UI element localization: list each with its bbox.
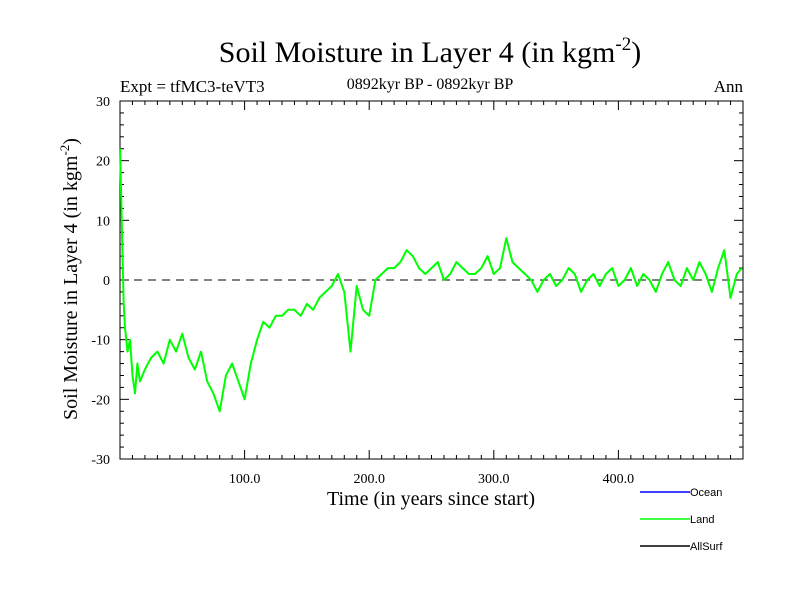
legend-label-ocean: Ocean [690, 487, 722, 499]
y-tick-label: -30 [91, 453, 110, 468]
x-tick-label: 200.0 [353, 472, 385, 487]
experiment-label: Expt = tfMC3-teVT3 [120, 77, 265, 96]
chart-title: Soil Moisture in Layer 4 (in kgm-2) [219, 34, 641, 69]
legend-label-land: Land [690, 514, 714, 526]
y-tick-label: -10 [91, 334, 110, 349]
x-tick-label: 100.0 [229, 472, 261, 487]
legend-label-allsurf: AllSurf [690, 541, 723, 553]
y-tick-label: 30 [96, 95, 110, 110]
series-line-land [119, 148, 743, 413]
series-group [119, 148, 743, 413]
x-tick-label: 400.0 [603, 472, 635, 487]
ticks: 100.0 200.0 300.0 400.0 -30 -20 -10 0 10 20 30 [91, 95, 743, 487]
season-label: Ann [714, 77, 744, 96]
x-tick-label: 300.0 [478, 472, 510, 487]
y-axis-label: Soil Moisture in Layer 4 (in kgm-2) [57, 138, 82, 420]
period-label: 0892kyr BP - 0892kyr BP [347, 76, 514, 93]
x-axis-label: Time (in years since start) [327, 488, 535, 510]
y-tick-label: 0 [103, 274, 110, 289]
y-tick-label: 20 [96, 155, 110, 170]
legend: Ocean Land AllSurf [640, 487, 723, 553]
y-tick-label: 10 [96, 214, 110, 229]
y-tick-label: -20 [91, 393, 110, 408]
